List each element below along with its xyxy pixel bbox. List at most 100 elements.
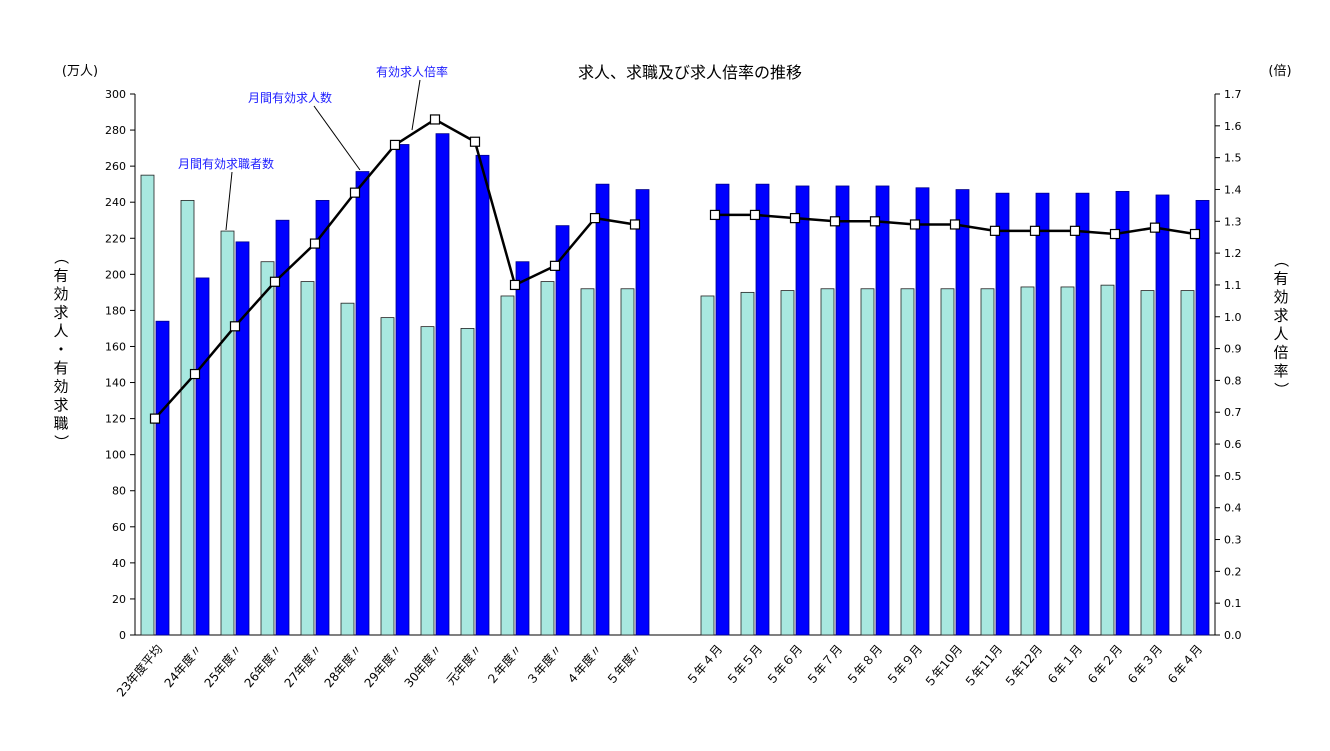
category-label: 28年度〃 [321,641,365,690]
y2-tick-label: 1.3 [1224,215,1242,228]
bar-jobseekers [780,290,795,636]
ratio-point [909,219,921,230]
ratio-point [1149,222,1161,233]
ratio-point [509,279,521,291]
y-tick-label: 40 [112,557,126,570]
bar-jobseekers [300,281,315,636]
ratio-point [229,321,241,332]
ratio-point [829,216,841,227]
bar-jobseekers [260,261,275,636]
category-label: ２年度〃 [483,641,525,687]
category-label: ５年９月 [884,642,926,688]
bar-jobseekers [460,328,475,636]
category-label: 27年度〃 [281,641,325,690]
annotation-ratio-label: 有効求人倍率 [376,64,448,79]
ratio-point [469,136,481,147]
ratio-point [1069,225,1081,236]
y-tick-label: 260 [105,160,126,173]
y2-tick-label: 0.2 [1224,565,1242,578]
bar-openings [635,189,650,636]
bar-openings [395,144,410,636]
bar-openings [155,320,170,636]
y2-tick-label: 0.8 [1224,374,1242,387]
bar-openings [315,199,330,636]
bar-jobseekers [900,288,915,636]
bar-jobseekers [1060,286,1075,636]
category-label: ５年５月 [724,642,766,688]
category-label: ６年１月 [1044,642,1086,688]
y2-tick-label: 0.4 [1224,502,1242,515]
bar-jobseekers [380,317,395,636]
bar-jobseekers [700,295,715,636]
axis-label-char: 有 [1273,270,1288,288]
ratio-point [389,139,401,151]
ratio-point [269,276,281,287]
category-label: ５年10月 [922,642,966,690]
category-label: ５年６月 [764,642,806,688]
category-label: ５年11月 [962,642,1006,690]
bar-jobseekers [740,291,755,636]
y-tick-label: 240 [105,196,126,209]
bar-openings [1195,199,1210,636]
ratio-point [1189,228,1201,240]
axis-label-char: 求 [53,396,68,414]
axis-label-char: 率 [1273,362,1288,380]
axis-label-char: 効 [53,378,68,396]
axis-label-char: 求 [53,304,68,322]
chart-title: 求人、求職及び求人倍率の推移 [578,63,802,82]
bar-openings [875,185,890,636]
y2-tick-label: 1.1 [1224,279,1242,292]
ratio-line [149,114,1201,424]
left-axis-unit: (万人) [62,64,98,79]
ratio-point [989,225,1001,236]
category-label: 26年度〃 [241,641,285,690]
bar-jobseekers [140,174,155,636]
annotation-ratio: 有効求人倍率 [376,64,448,131]
bar-jobseekers [820,288,835,636]
bar-openings [275,219,290,636]
ratio-point [309,238,321,249]
bar-jobseekers [1140,290,1155,636]
y-tick-label: 180 [105,304,126,317]
bar-openings [1035,192,1050,636]
bar-jobseekers [1020,286,1035,636]
axis-label-char: 職 [53,415,68,433]
bar-openings [195,277,210,636]
category-label: 30年度〃 [401,641,445,690]
y-tick-label: 140 [105,377,126,390]
bar-openings [555,225,570,636]
ratio-point [549,260,561,271]
y-tick-label: 120 [105,413,126,426]
y-tick-label: 300 [105,88,126,101]
annotation-openings-label: 月間有効求人数 [248,90,332,105]
annotation-jobseekers-label: 月間有効求職者数 [178,156,274,171]
axis-label-char: 人 [53,322,68,340]
bar-openings [1115,190,1130,636]
y2-tick-label: 0.5 [1224,470,1242,483]
category-label: ５年７月 [804,642,846,688]
bar-openings [235,241,250,636]
bar-openings [595,183,610,636]
axis-label-char: 求 [1273,307,1288,325]
ratio-point [429,114,441,125]
ratio-point [589,213,601,224]
y2-tick-label: 0.0 [1224,629,1242,642]
category-label: ３年度〃 [523,641,565,687]
category-label: 24年度〃 [161,641,205,690]
ratio-point [629,219,641,230]
y-axis-label: （有効求人・有効求職） [52,249,70,449]
bar-openings [915,187,930,636]
ratio-point [869,216,881,227]
bar-jobseekers [860,288,875,636]
y-tick-label: 200 [105,268,126,281]
bar-openings [795,185,810,636]
bar-openings [835,185,850,636]
category-label: ５年度〃 [603,641,645,687]
axis-label-char: （ [1272,252,1290,267]
axis-label-char: 人 [1273,325,1288,343]
axis-label-char: 倍 [1273,344,1288,362]
y2-tick-label: 0.6 [1224,438,1242,451]
y-tick-label: 60 [112,521,126,534]
bar-jobseekers [620,288,635,636]
